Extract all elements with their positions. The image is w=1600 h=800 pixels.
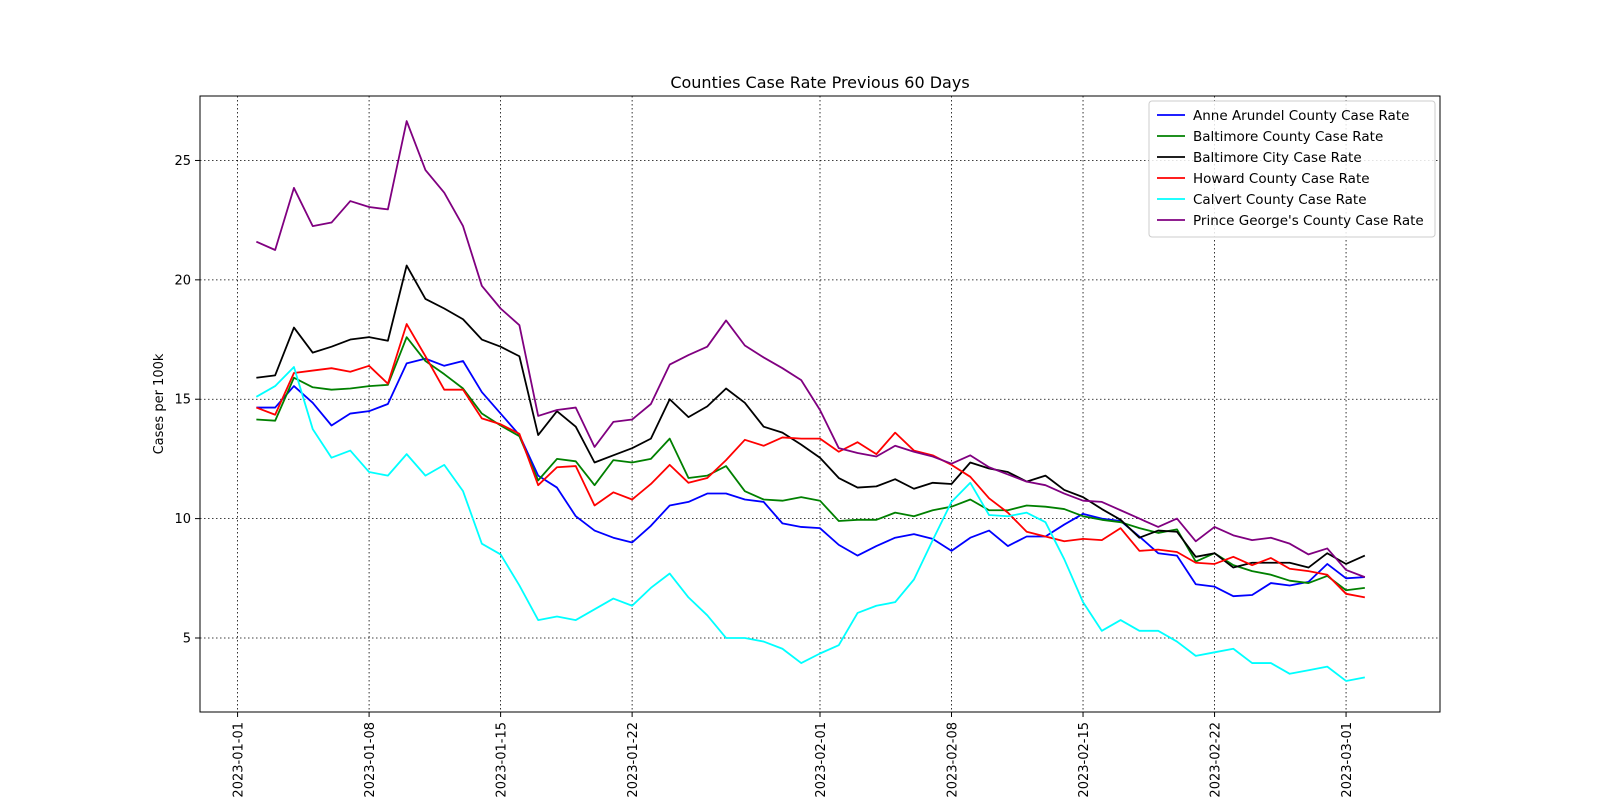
x-tick-label: 2023-02-15 <box>1077 722 1092 798</box>
x-tick-label: 2023-01-15 <box>495 722 510 798</box>
x-tick-label: 2023-02-01 <box>814 722 829 798</box>
x-tick-label: 2023-02-08 <box>946 722 961 798</box>
x-tick-label: 2023-01-22 <box>626 722 641 798</box>
y-tick-label: 20 <box>174 273 191 288</box>
y-tick-label: 5 <box>183 631 191 646</box>
y-axis: 5 10 15 20 25 <box>174 154 200 646</box>
series-line-3 <box>256 323 1366 599</box>
series-lines <box>255 120 1366 682</box>
legend-label: Calvert County Case Rate <box>1193 192 1367 208</box>
series-line-4 <box>255 366 1366 682</box>
legend-label: Baltimore City Case Rate <box>1193 150 1362 166</box>
legend: Anne Arundel County Case Rate Baltimore C… <box>1148 100 1436 238</box>
legend-label: Howard County Case Rate <box>1193 171 1370 187</box>
legend-label: Anne Arundel County Case Rate <box>1193 108 1409 124</box>
chart-title: Counties Case Rate Previous 60 Days <box>670 73 969 92</box>
x-axis: 2023-01-01 2023-01-08 2023-01-15 2023-01-22… <box>232 712 1355 798</box>
series-line-5 <box>255 120 1366 578</box>
x-tick-label: 2023-01-08 <box>363 722 378 798</box>
y-tick-label: 25 <box>174 154 191 169</box>
series-line-2 <box>256 264 1366 569</box>
y-axis-label: Cases per 100k <box>152 353 167 454</box>
legend-box <box>1148 100 1436 238</box>
series-line-0 <box>256 357 1365 598</box>
legend-label: Baltimore County Case Rate <box>1193 129 1383 145</box>
x-tick-label: 2023-02-22 <box>1209 722 1224 798</box>
x-tick-label: 2023-01-01 <box>232 722 247 798</box>
y-tick-label: 15 <box>174 393 191 408</box>
y-tick-label: 10 <box>174 512 191 527</box>
x-tick-label: 2023-03-01 <box>1340 722 1355 798</box>
legend-label: Prince George's County Case Rate <box>1193 213 1424 229</box>
